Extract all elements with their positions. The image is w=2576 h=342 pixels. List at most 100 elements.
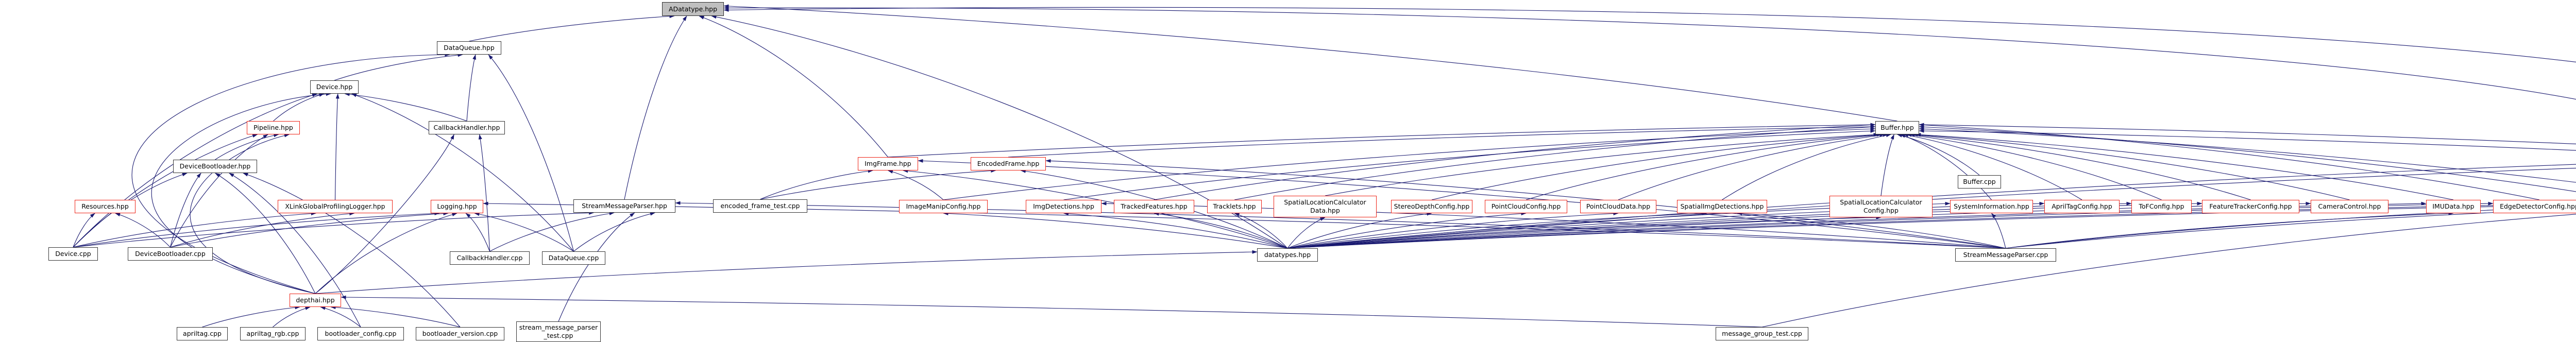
edge-depthai-hpp-to-devicebootloader-hpp <box>215 173 316 294</box>
edge-streammessageparser-cpp-to-systeminformation-hpp <box>1991 213 2006 249</box>
edge-messagegroup-hpp-to-adatatype-hpp <box>723 6 2576 100</box>
node-trackedfeatures-hpp[interactable]: TrackedFeatures.hpp <box>1114 200 1194 213</box>
edge-pipeline-hpp-to-device-hpp <box>273 93 325 122</box>
node-imagemanipconfig-hpp[interactable]: ImageManipConfig.hpp <box>899 200 988 213</box>
node-spatiallocationcalculatordata-hpp[interactable]: SpatialLocationCalculator Data.hpp <box>1274 196 1377 217</box>
node-pointclouddata-hpp[interactable]: PointCloudData.hpp <box>1580 200 1656 213</box>
node-edgedetectorconfig-hpp[interactable]: EdgeDetectorConfig.hpp <box>2493 200 2576 213</box>
edge-message-group-test-cpp-to-messagegroup-hpp <box>1761 214 2576 328</box>
node-streammessageparser-hpp[interactable]: StreamMessageParser.hpp <box>573 199 675 213</box>
node-spatiallocationcalculatorconfig-hpp[interactable]: SpatialLocationCalculator Config.hpp <box>1829 196 1933 217</box>
node-device-cpp[interactable]: Device.cpp <box>48 247 98 261</box>
node-streammessageparser-cpp[interactable]: StreamMessageParser.cpp <box>1955 248 2056 262</box>
edge-pointclouddata-hpp-to-buffer-hpp <box>1618 133 1888 200</box>
edge-datatypes-hpp-to-pointcloudconfig-hpp <box>1287 212 1527 249</box>
edge-callbackhandler-cpp-to-logging-hpp <box>465 213 490 252</box>
node-callbackhandler-hpp[interactable]: CallbackHandler.hpp <box>429 121 505 134</box>
node-encodedframe-hpp[interactable]: EncodedFrame.hpp <box>971 157 1046 170</box>
edge-xlinkglobalprofilinglogger-hpp-to-device-hpp <box>334 93 340 200</box>
edge-dataqueue-cpp-to-device-hpp <box>351 93 574 252</box>
edge-streammessageparser-cpp-to-imudata-hpp <box>2005 211 2454 249</box>
edge-devicebootloader-cpp-to-pipeline-hpp <box>170 134 268 248</box>
node-message-group-test-cpp[interactable]: message_group_test.cpp <box>1716 327 1808 340</box>
node-devicebootloader-hpp[interactable]: DeviceBootloader.hpp <box>173 160 257 173</box>
edge-featuretrackerconfig-hpp-to-buffer-hpp <box>1909 133 2251 200</box>
node-spatialimgdetections-hpp[interactable]: SpatialImgDetections.hpp <box>1677 200 1767 213</box>
edge-callbackhandler-cpp-to-streammessageparser-hpp <box>489 212 615 252</box>
edge-datatypes-hpp-to-apriltags-hpp <box>1287 203 2576 249</box>
node-pointcloudconfig-hpp[interactable]: PointCloudConfig.hpp <box>1485 200 1567 213</box>
edge-streammessageparser-cpp-to-logging-hpp <box>483 201 2006 249</box>
node-stream-message-parser-test-cpp[interactable]: stream_message_parser _test.cpp <box>516 321 601 342</box>
node-apriltag-cpp[interactable]: apriltag.cpp <box>177 327 228 340</box>
node-encoded-frame-test-cpp[interactable]: encoded_frame_test.cpp <box>713 199 807 213</box>
node-resources-hpp[interactable]: Resources.hpp <box>75 200 135 213</box>
node-logging-hpp[interactable]: Logging.hpp <box>431 200 483 213</box>
node-imudata-hpp[interactable]: IMUData.hpp <box>2426 200 2481 213</box>
node-cameracontrol-hpp[interactable]: CameraControl.hpp <box>2311 200 2388 213</box>
edge-datatypes-hpp-to-trackedfeatures-hpp <box>1154 212 1288 249</box>
node-buffer-hpp[interactable]: Buffer.hpp <box>1875 121 1919 134</box>
node-devicebootloader-cpp[interactable]: DeviceBootloader.cpp <box>128 247 213 261</box>
edge-device-cpp-to-pipeline-hpp <box>73 134 258 248</box>
edge-datatypes-hpp-to-imagealignconfig-hpp <box>1287 167 2576 249</box>
node-imgframe-hpp[interactable]: ImgFrame.hpp <box>858 157 918 170</box>
edge-imagemanipconfig-hpp-to-buffer-hpp <box>943 127 1876 200</box>
edge-bootloader-version-cpp-to-devicebootloader-hpp <box>243 173 461 328</box>
edge-apriltag-rgb-cpp-to-depthai-hpp <box>273 306 311 328</box>
edge-encoded-frame-test-cpp-to-imgframe-hpp <box>760 169 873 200</box>
node-bootloader-config-cpp[interactable]: bootloader_config.cpp <box>317 327 404 340</box>
edge-devicebootloader-cpp-to-devicebootloader-hpp <box>170 173 201 248</box>
edge-datatypes-hpp-to-imgframe-hpp <box>903 169 1288 249</box>
node-datatypes-hpp[interactable]: datatypes.hpp <box>1257 248 1318 262</box>
node-pipeline-hpp[interactable]: Pipeline.hpp <box>247 121 300 134</box>
edge-imagealignconfig-hpp-to-adatatype-hpp <box>723 7 2576 63</box>
edge-bootloader-config-cpp-to-depthai-hpp <box>320 306 361 328</box>
node-depthai-hpp[interactable]: depthai.hpp <box>290 294 341 307</box>
edge-imgframe-hpp-to-buffer-hpp <box>888 123 1876 158</box>
edge-imgdetections-hpp-to-buffer-hpp <box>1063 129 1876 200</box>
node-apriltagconfig-hpp[interactable]: AprilTagConfig.hpp <box>2044 200 2120 213</box>
edge-bootloader-version-cpp-to-depthai-hpp <box>330 305 461 328</box>
edge-edgedetectorconfig-hpp-to-buffer-hpp <box>1919 123 2540 200</box>
edge-apriltags-hpp-to-buffer-hpp <box>1919 125 2576 192</box>
edge-datatypes-hpp-to-encodedframe-hpp <box>1020 169 1288 249</box>
node-tofconfig-hpp[interactable]: ToFConfig.hpp <box>2131 200 2192 213</box>
node-featuretrackerconfig-hpp[interactable]: FeatureTrackerConfig.hpp <box>2202 200 2299 213</box>
edge-datatypes-hpp-to-imagemanipconfig-hpp <box>943 211 1288 249</box>
node-adatatype-hpp[interactable]: ADatatype.hpp <box>662 2 724 16</box>
node-systeminformation-hpp[interactable]: SystemInformation.hpp <box>1950 200 2033 213</box>
node-stereodepthconfig-hpp[interactable]: StereoDepthConfig.hpp <box>1391 200 1472 213</box>
node-tracklets-hpp[interactable]: Tracklets.hpp <box>1207 200 1262 213</box>
edge-datatypes-hpp-to-tracklets-hpp <box>1234 213 1288 249</box>
edge-datatypes-hpp-to-nndata-hpp <box>1287 164 2576 249</box>
node-apriltag-rgb-cpp[interactable]: apriltag_rgb.cpp <box>240 327 306 340</box>
edge-streammessageparser-cpp-to-encodedframe-hpp <box>1045 159 2006 249</box>
edge-imudata-hpp-to-buffer-hpp <box>1916 133 2454 200</box>
edge-callbackhandler-cpp-to-callbackhandler-hpp <box>478 134 490 252</box>
edge-pointcloudconfig-hpp-to-buffer-hpp <box>1526 133 1885 200</box>
node-dataqueue-hpp[interactable]: DataQueue.hpp <box>437 41 501 55</box>
edge-devicebootloader-cpp-to-logging-hpp <box>170 212 449 248</box>
edge-callbackhandler-hpp-to-dataqueue-hpp <box>466 54 476 122</box>
node-device-hpp[interactable]: Device.hpp <box>310 80 359 94</box>
node-buffer-cpp[interactable]: Buffer.cpp <box>1958 175 2001 189</box>
edge-imagemanipconfig-hpp-to-imgframe-hpp <box>888 170 944 200</box>
edge-cameracontrol-hpp-to-buffer-hpp <box>1912 133 2350 200</box>
edge-datatypes-hpp-to-imgdetections-hpp <box>1063 212 1288 249</box>
edge-devicebootloader-cpp-to-resources-hpp <box>115 213 171 248</box>
edge-nndata-hpp-to-buffer-hpp <box>1919 129 2576 151</box>
edge-streammessageparser-cpp-to-spatialimgdetections-hpp <box>1737 212 2006 249</box>
node-xlinkglobalprofilinglogger-hpp[interactable]: XLinkGlobalProfilingLogger.hpp <box>278 200 393 213</box>
node-imgdetections-hpp[interactable]: ImgDetections.hpp <box>1026 200 1101 213</box>
edge-message-group-test-cpp-to-depthai-hpp <box>341 295 1762 328</box>
edge-spatiallocationcalculatordata-hpp-to-buffer-hpp <box>1325 133 1879 196</box>
node-callbackhandler-cpp[interactable]: CallbackHandler.cpp <box>450 251 530 265</box>
edge-streammessageparser-cpp-to-streammessageparser-hpp <box>675 201 2006 249</box>
edge-depthai-hpp-to-pipeline-hpp <box>190 133 316 294</box>
node-dataqueue-cpp[interactable]: DataQueue.cpp <box>542 251 605 265</box>
node-bootloader-version-cpp[interactable]: bootloader_version.cpp <box>416 327 504 340</box>
edge-encodedframe-hpp-to-buffer-hpp <box>1008 125 1876 158</box>
